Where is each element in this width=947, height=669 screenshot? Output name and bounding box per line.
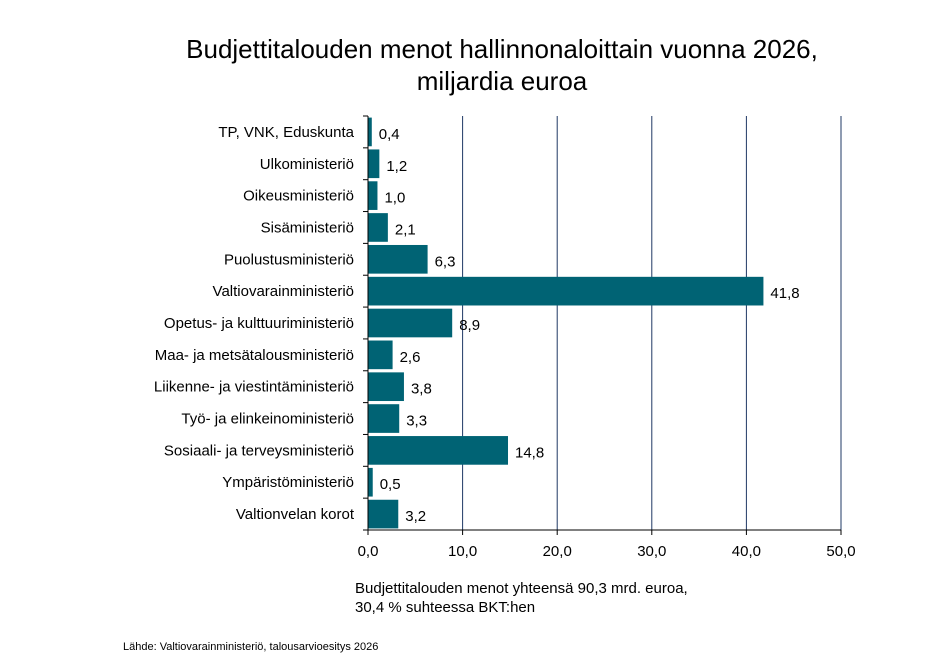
bar	[368, 213, 388, 242]
bar	[368, 436, 509, 465]
bar	[368, 244, 428, 274]
chart-title-line: miljardia euroa	[417, 66, 588, 96]
category-label: Ulkoministeriö	[260, 156, 354, 173]
category-label: Oikeusministeriö	[243, 188, 354, 205]
x-tick-label: 20,0	[543, 543, 572, 560]
data-label: 2,6	[400, 349, 421, 366]
gridlines	[462, 116, 842, 530]
bar	[368, 372, 404, 402]
category-label: Puolustusministeriö	[224, 251, 354, 268]
chart-title-line: Budjettitalouden menot hallinnonaloittai…	[186, 34, 818, 64]
category-label: Ympäristöministeriö	[222, 474, 354, 491]
category-label: Maa- ja metsätalousministeriö	[155, 347, 354, 364]
axes: 0,0 10,0 20,0 30,0 40,0 50,0	[358, 115, 856, 560]
data-label: 1,2	[386, 158, 407, 175]
category-label: Sisäministeriö	[261, 219, 354, 236]
source-note: Lähde: Valtiovarainministeriö, talousarv…	[123, 641, 378, 653]
total-note-line: 30,4 % suhteessa BKT:hen	[355, 599, 535, 616]
chart-note: Budjettitalouden menot yhteensä 90,3 mrd…	[355, 580, 688, 616]
x-tick-label: 40,0	[732, 543, 761, 560]
category-label: Sosiaali- ja terveysministeriö	[164, 442, 354, 459]
bar	[368, 308, 453, 338]
bar	[368, 467, 373, 497]
category-label: Opetus- ja kulttuuriministeriö	[164, 315, 354, 332]
bar	[368, 149, 380, 179]
category-label: Valtionvelan korot	[236, 506, 355, 523]
data-label: 1,0	[384, 190, 405, 207]
chart-title: Budjettitalouden menot hallinnonaloittai…	[186, 34, 818, 96]
bars: TP, VNK, Eduskunta 0,4 Ulkoministeriö 1,2 Oi…	[154, 117, 800, 529]
bar	[368, 181, 378, 210]
bar	[368, 276, 764, 306]
source-label: Lähde: Valtiovarainministeriö, talousarv…	[123, 641, 378, 653]
data-label: 3,2	[405, 508, 426, 525]
data-label: 14,8	[515, 444, 544, 461]
bar	[368, 404, 400, 433]
bar	[368, 117, 372, 147]
total-note-line: Budjettitalouden menot yhteensä 90,3 mrd…	[355, 580, 688, 597]
data-label: 0,5	[380, 476, 401, 493]
x-tick-label: 0,0	[358, 543, 379, 560]
x-tick-label: 50,0	[826, 543, 855, 560]
data-label: 3,8	[411, 381, 432, 398]
data-label: 2,1	[395, 221, 416, 238]
data-label: 0,4	[379, 126, 400, 143]
x-tick-label: 10,0	[448, 543, 477, 560]
data-label: 3,3	[406, 413, 427, 430]
data-label: 6,3	[435, 253, 456, 270]
category-label: Työ- ja elinkeinoministeriö	[181, 411, 354, 428]
bar	[368, 340, 393, 370]
category-label: TP, VNK, Eduskunta	[218, 124, 354, 141]
category-label: Valtiovarainministeriö	[213, 283, 354, 300]
data-label: 41,8	[770, 285, 799, 302]
data-label: 8,9	[459, 317, 480, 334]
x-tick-label: 30,0	[637, 543, 666, 560]
category-label: Liikenne- ja viestintäministeriö	[154, 379, 354, 396]
bar	[368, 499, 399, 529]
